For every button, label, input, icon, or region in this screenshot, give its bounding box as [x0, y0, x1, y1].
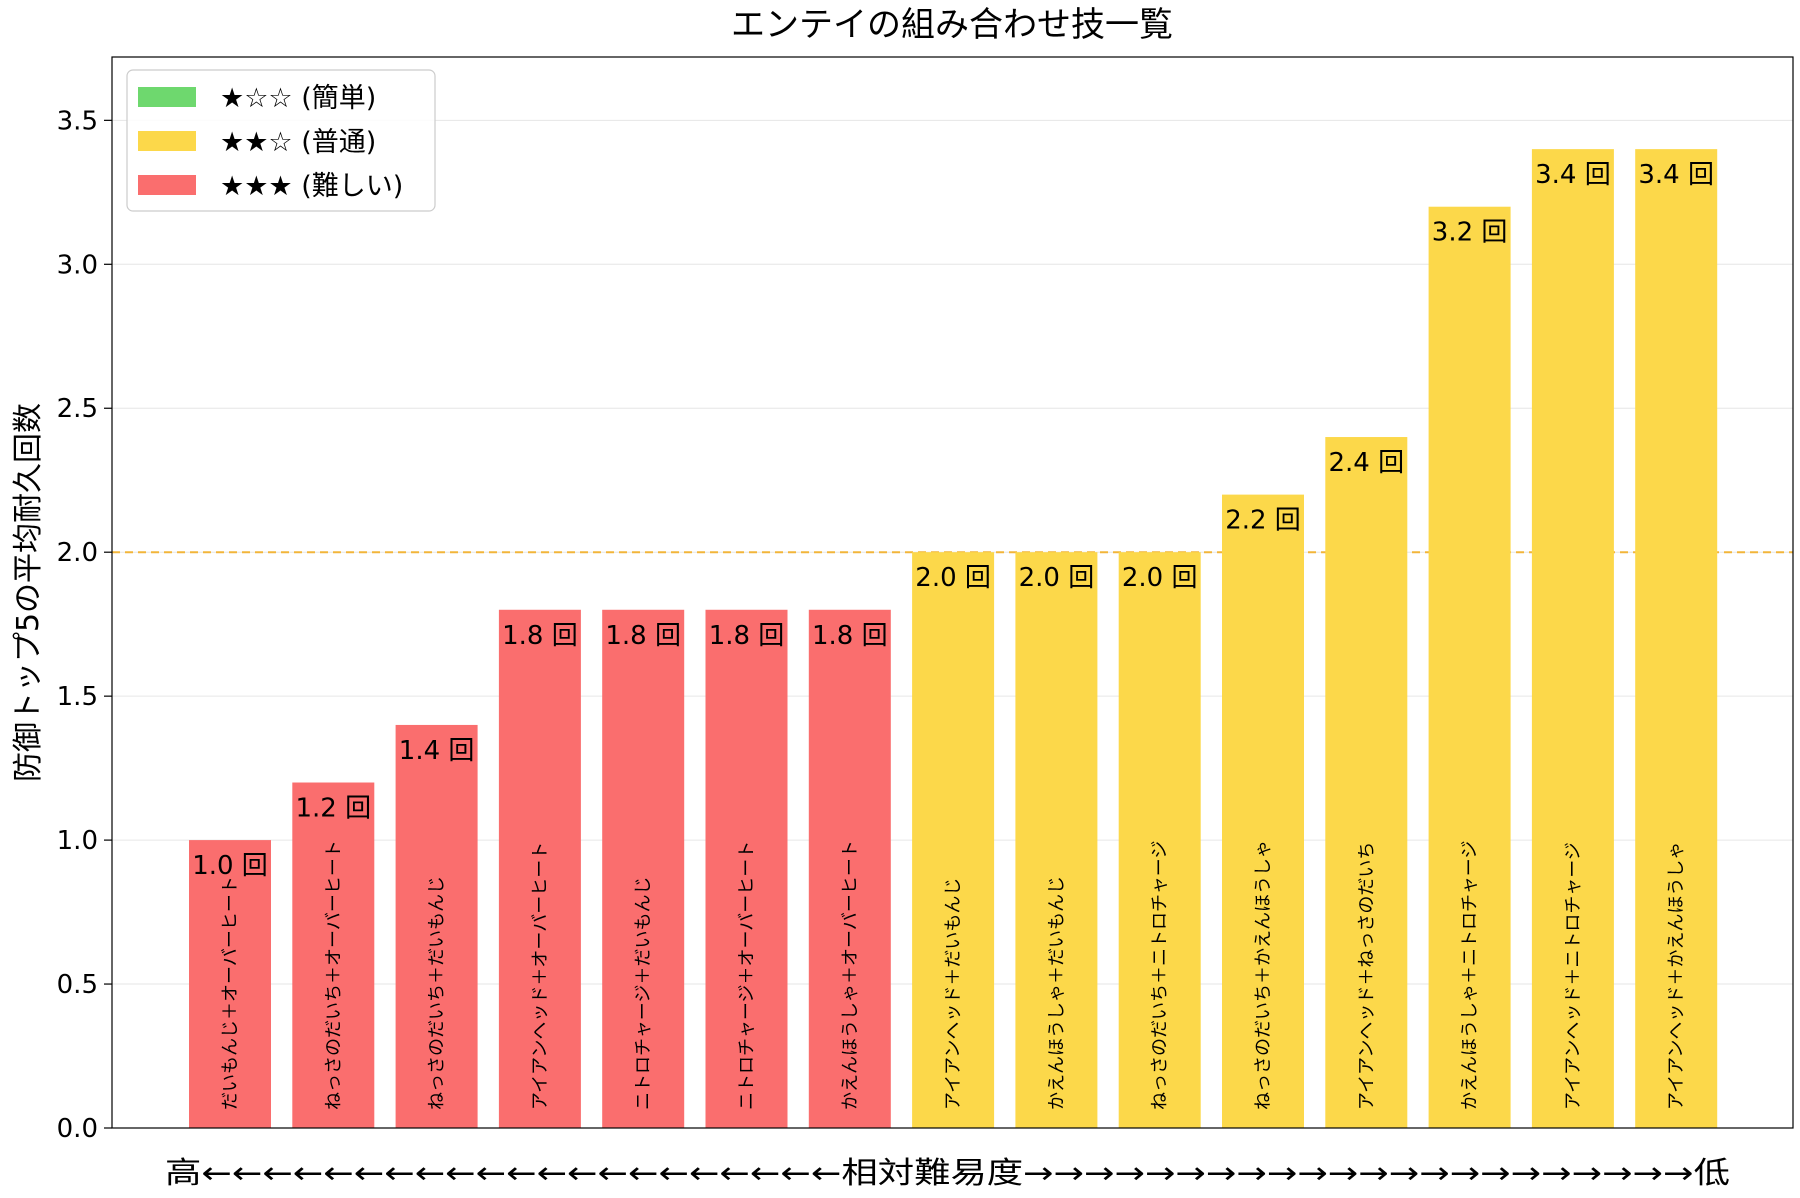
bar-category-label: ニトロチャージ＋オーバーヒート [737, 841, 758, 1110]
legend-label-easy: ★☆☆ (簡単) [220, 83, 376, 114]
bar-category-label: アイアンヘッド＋ねっさのだいち [1356, 842, 1377, 1110]
bar-category-label: アイアンヘッド＋ニトロチャージ [1563, 842, 1584, 1110]
bar-value-label: 3.4 回 [1535, 160, 1611, 190]
bar-value-label: 3.2 回 [1432, 218, 1508, 248]
bar-value-label: 1.8 回 [605, 621, 681, 651]
bar [292, 782, 375, 1128]
bar-value-label: 1.4 回 [399, 736, 475, 766]
bar-value-label: 2.0 回 [1122, 563, 1198, 593]
x-axis-label: 高←←←←←←←←←←←←←←←←←←←←←相対難易度→→→→→→→→→→→→→… [165, 1156, 1730, 1191]
bar-category-label: ニトロチャージ＋だいもんじ [633, 877, 654, 1110]
bar-category-label: かえんほうしゃ＋だいもんじ [1046, 876, 1067, 1110]
y-axis-label: 防御トップ5の平均耐久回数 [11, 403, 46, 782]
bar-value-label: 1.8 回 [812, 621, 888, 651]
bar-category-label: ねっさのだいち＋オーバーヒート [323, 840, 344, 1110]
y-axis-ticks: 0.0 0.5 1.0 1.5 2.0 2.5 3.0 3.5 [57, 106, 112, 1144]
bar-value-label: 1.8 回 [709, 621, 785, 651]
bar-value-label: 1.0 回 [192, 851, 268, 881]
bar-value-label: 1.8 回 [502, 621, 578, 651]
bar-value-label: 2.4 回 [1328, 448, 1404, 478]
bar [912, 552, 995, 1128]
bar-category-label: かえんほうしゃ＋ニトロチャージ [1460, 841, 1481, 1110]
bar [705, 609, 788, 1128]
bar-category-label: アイアンヘッド＋かえんほうしゃ [1666, 842, 1687, 1110]
bar-category-label: だいもんじ＋オーバーヒート [220, 876, 241, 1110]
legend-swatch-easy [138, 87, 196, 107]
y-tick-label: 3.5 [57, 106, 98, 136]
bar [808, 609, 891, 1128]
bar-category-label: ねっさのだいち＋かえんほうしゃ [1253, 840, 1274, 1110]
bar-value-label: 3.4 回 [1638, 160, 1714, 190]
legend: ★☆☆ (簡単) ★★☆ (普通) ★★★ (難しい) [126, 69, 436, 212]
bar [395, 724, 478, 1128]
bar [1015, 552, 1098, 1128]
bar [602, 609, 685, 1128]
chart-title: エンテイの組み合わせ技一覧 [731, 5, 1173, 45]
bar [189, 840, 271, 1128]
bar-value-label: 2.0 回 [1019, 563, 1095, 593]
bar [498, 609, 581, 1128]
bar-category-label: アイアンヘッド＋オーバーヒート [530, 842, 551, 1110]
y-tick-label: 1.5 [57, 682, 98, 712]
y-tick-label: 3.0 [57, 250, 98, 280]
bar-value-label: 2.2 回 [1225, 506, 1301, 536]
bar-category-label: アイアンヘッド＋だいもんじ [943, 878, 964, 1110]
y-tick-label: 1.0 [57, 826, 98, 856]
bar-value-label: 2.0 回 [915, 563, 991, 593]
bar [1222, 494, 1304, 1128]
bar-category-label: ねっさのだいち＋だいもんじ [427, 876, 448, 1110]
y-tick-label: 0.0 [57, 1114, 98, 1144]
bar [1325, 437, 1408, 1129]
bar-value-label: 1.2 回 [295, 794, 371, 824]
bar [1531, 149, 1614, 1128]
bar-category-label: かえんほうしゃ＋オーバーヒート [840, 840, 861, 1110]
y-tick-label: 2.5 [57, 394, 98, 424]
bar-category-label: ねっさのだいち＋ニトロチャージ [1150, 841, 1171, 1110]
y-tick-label: 0.5 [57, 970, 98, 1000]
bar [1428, 206, 1511, 1129]
legend-frame [126, 69, 436, 212]
y-tick-label: 2.0 [57, 538, 98, 568]
legend-swatch-hard [138, 175, 196, 195]
bar [1118, 552, 1201, 1128]
legend-label-hard: ★★★ (難しい) [220, 171, 403, 202]
bar [1635, 149, 1718, 1128]
legend-label-normal: ★★☆ (普通) [220, 127, 376, 158]
plot-frame [111, 56, 1794, 1129]
legend-swatch-normal [138, 131, 196, 151]
